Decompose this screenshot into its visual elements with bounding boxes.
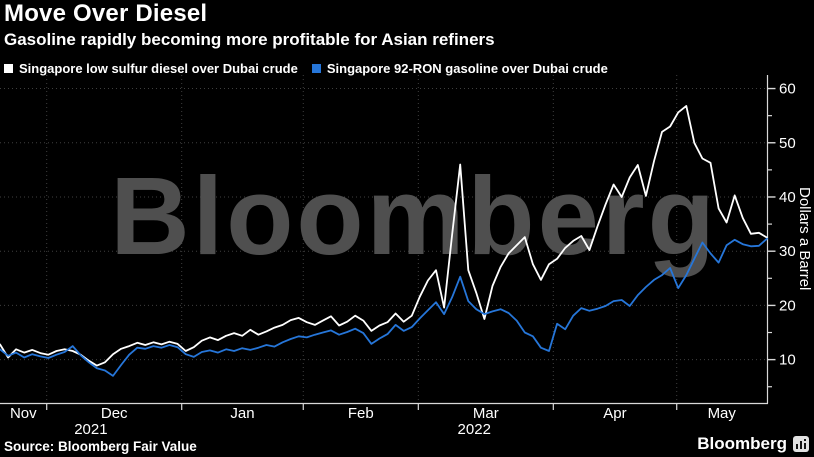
diesel-legend-swatch — [4, 64, 13, 73]
x-month-label: Apr — [603, 405, 626, 422]
x-year-label: 2021 — [74, 421, 107, 438]
page-title: Move Over Diesel — [4, 0, 208, 27]
x-month-label: Feb — [348, 405, 374, 422]
diesel-legend-label: Singapore low sulfur diesel over Dubai c… — [19, 61, 298, 76]
gasoline-legend-label: Singapore 92-RON gasoline over Dubai cru… — [326, 61, 608, 76]
bloomberg-logo-text: Bloomberg — [697, 434, 787, 453]
y-tick-label: 30 — [779, 243, 796, 260]
chart-subtitle: Gasoline rapidly becoming more profitabl… — [4, 30, 495, 49]
y-tick-label: 50 — [779, 135, 796, 152]
y-tick-label: 10 — [779, 352, 796, 369]
x-month-label: Nov — [10, 405, 37, 422]
y-axis-title: Dollars a Barrel — [796, 75, 813, 403]
gasoline-line — [0, 237, 768, 377]
gasoline-legend-swatch — [311, 64, 321, 73]
x-month-label: Dec — [101, 405, 128, 422]
y-tick-label: 20 — [779, 297, 796, 314]
x-month-label: May — [708, 405, 737, 422]
bloomberg-logo: Bloomberg — [697, 434, 809, 454]
diesel-line — [0, 105, 768, 367]
y-tick-label: 40 — [779, 189, 796, 206]
y-axis-title-text: Dollars a Barrel — [796, 187, 813, 291]
source-caption: Source: Bloomberg Fair Value — [4, 439, 197, 454]
x-year-label: 2022 — [458, 421, 491, 438]
y-tick-label: 60 — [779, 81, 796, 98]
bloomberg-watermark: Bloomberg — [110, 155, 718, 278]
chart-legend: Singapore low sulfur diesel over Dubai c… — [4, 61, 608, 76]
gridlines — [0, 75, 767, 403]
legend-item-diesel: Singapore low sulfur diesel over Dubai c… — [4, 61, 298, 76]
axis-labels: 10 20 30 40 50 60 Nov Dec Jan Feb Mar Apr May 2021 202… — [10, 81, 796, 438]
legend-item-gasoline: Singapore 92-RON gasoline over Dubai cru… — [311, 61, 608, 76]
series-lines — [0, 105, 768, 377]
x-month-label: Mar — [473, 405, 499, 422]
terminal-bars-icon — [793, 436, 809, 452]
x-month-label: Jan — [230, 405, 254, 422]
